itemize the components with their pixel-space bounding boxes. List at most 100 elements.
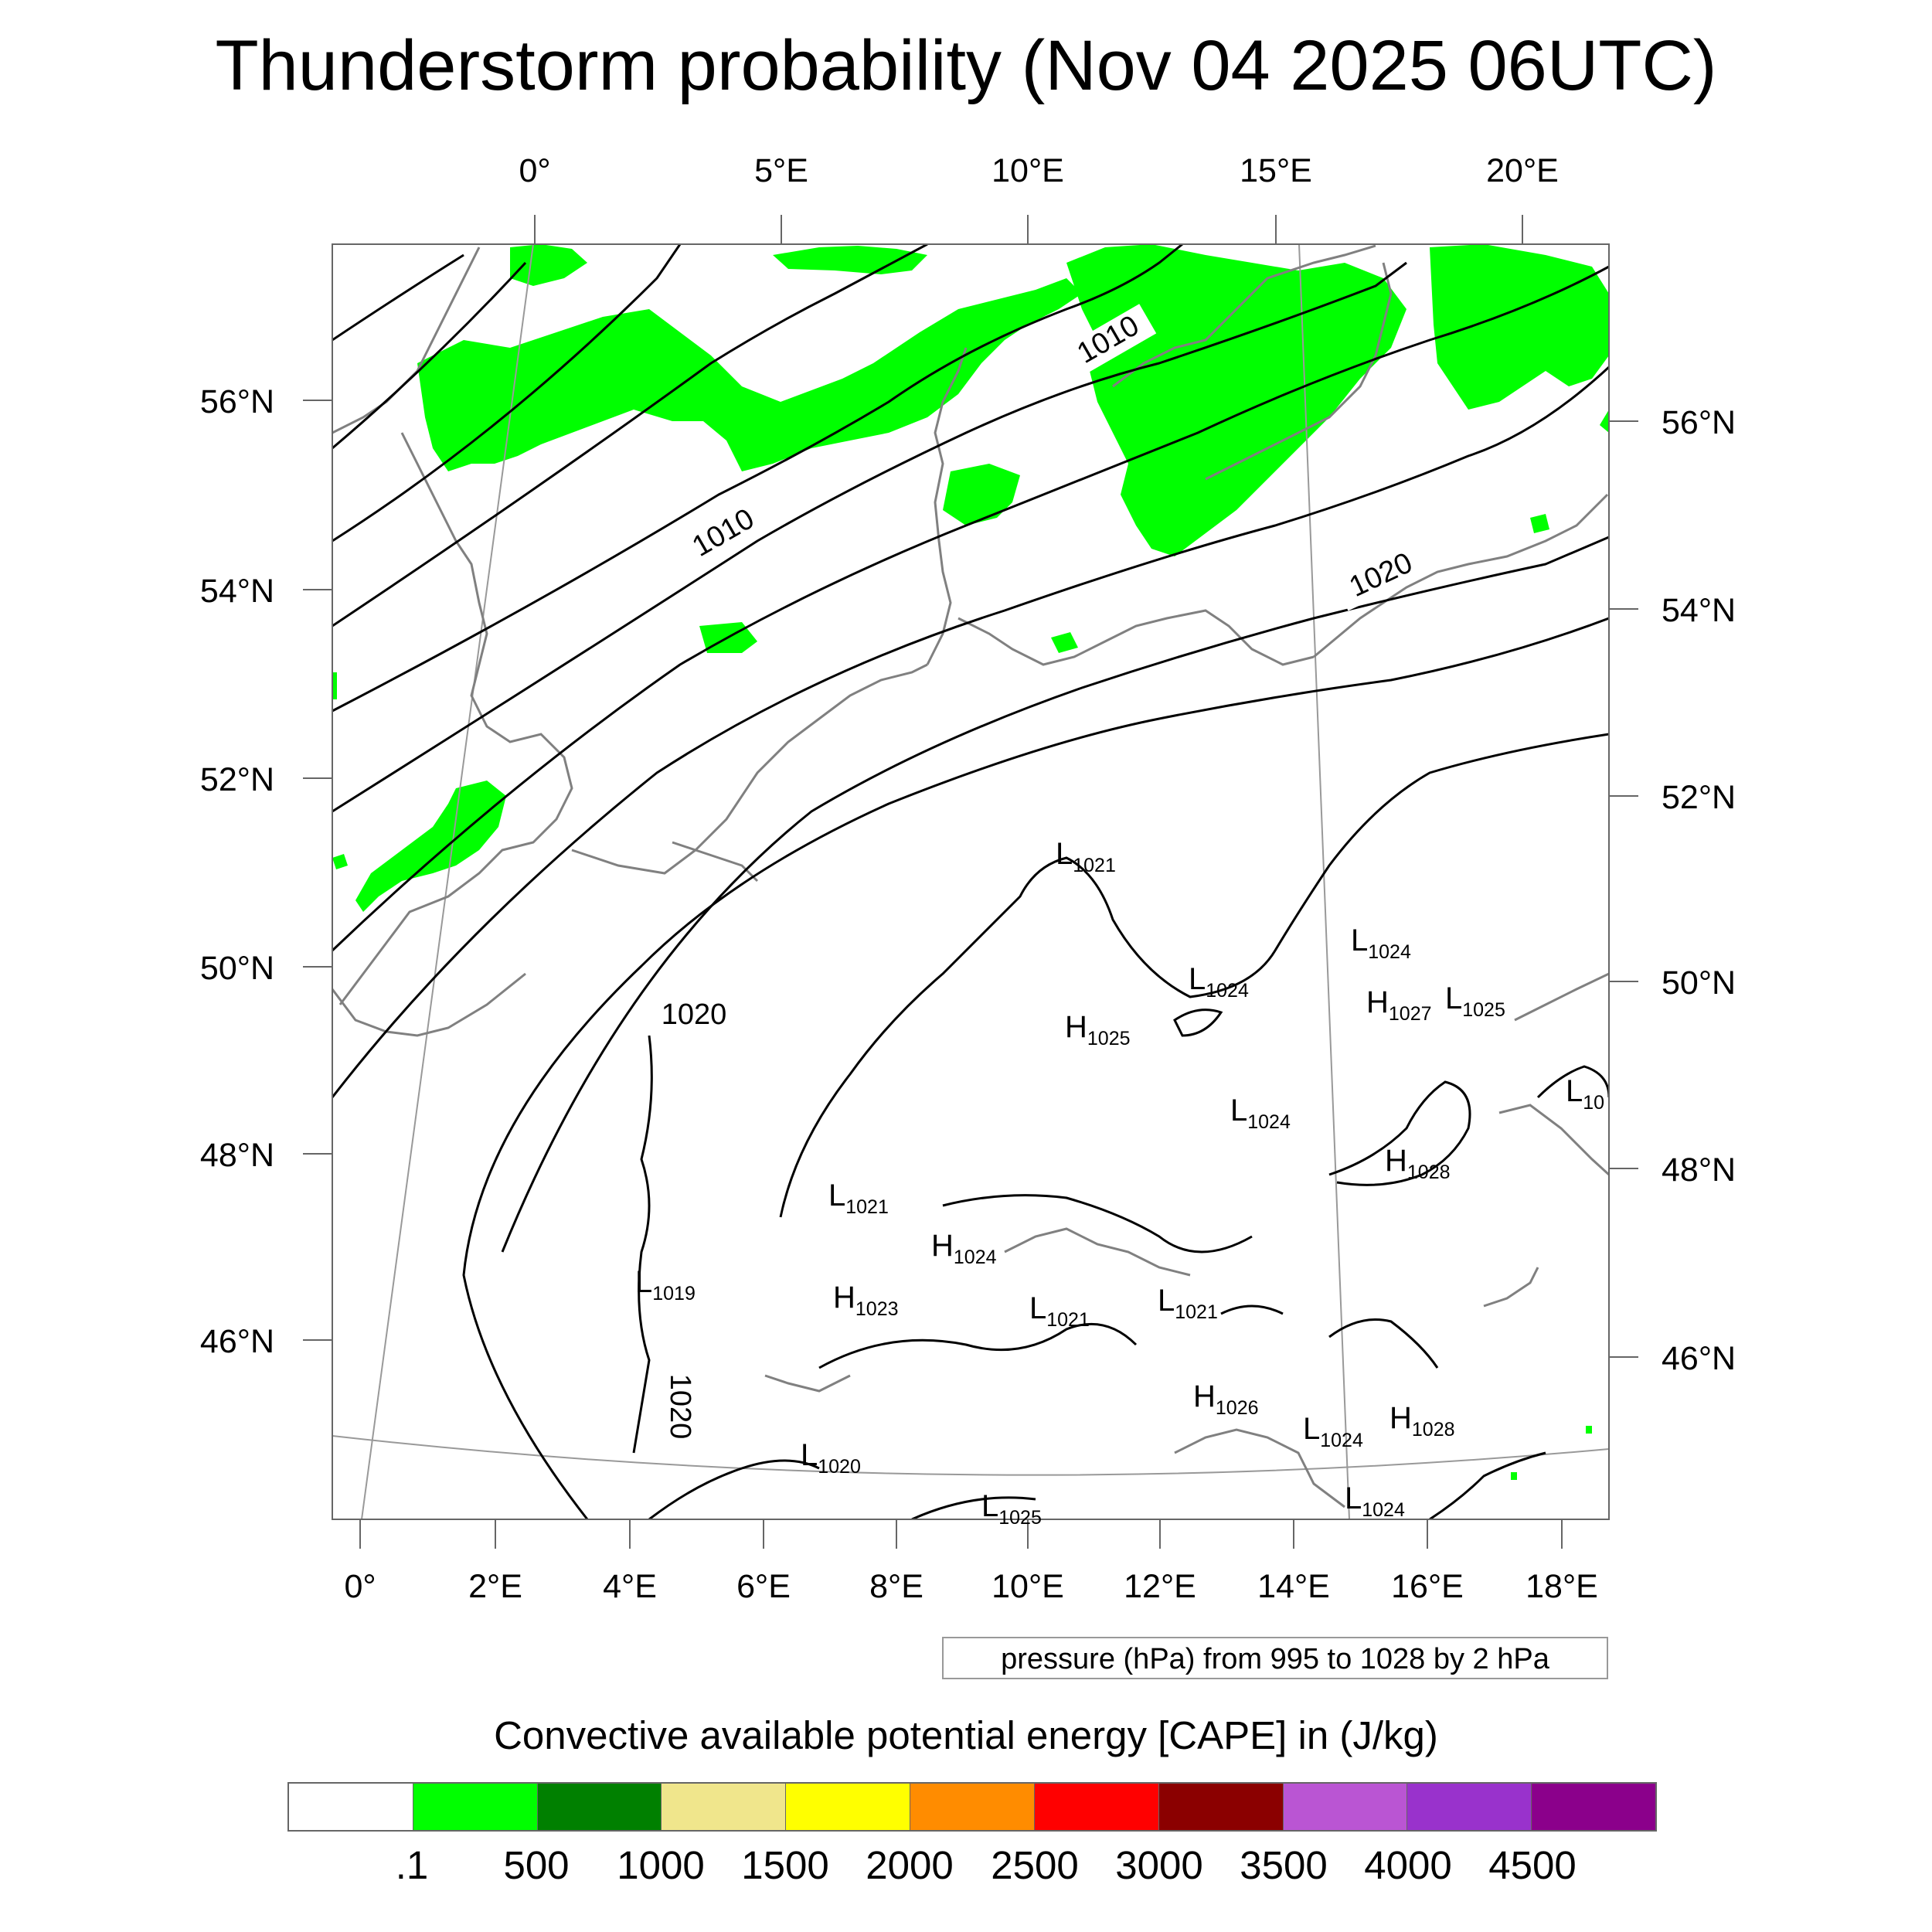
pressure-center-label: L1024: [1189, 962, 1249, 1002]
cape-area-baltic-east: [1430, 244, 1609, 410]
bottom-lon-label: 0°: [344, 1568, 376, 1605]
colorbar-swatch: [662, 1784, 787, 1830]
cape-area-wales: [332, 854, 348, 869]
pressure-center-label: H1027: [1366, 985, 1432, 1025]
cape-area-balkan-dot: [1511, 1472, 1517, 1480]
pressure-center-label: L1021: [1029, 1291, 1090, 1331]
cape-area-north-sea: [417, 278, 1082, 471]
cape-area-skagerrak: [773, 246, 927, 274]
top-lon-labels: 0° 5°E 10°E 15°E 20°E: [519, 152, 1558, 189]
pressure-center-label: H1028: [1385, 1144, 1451, 1183]
left-lat-label: 56°N: [200, 383, 274, 420]
cape-area-denmark: [943, 464, 1020, 526]
axis-ticks: [303, 215, 1638, 1549]
pressure-center-label: L10: [1566, 1074, 1604, 1114]
top-lon-label: 0°: [519, 152, 550, 189]
colorbar-tick-label: 2500: [991, 1843, 1079, 1887]
bottom-lon-label: 4°E: [603, 1568, 657, 1605]
right-lat-label: 48°N: [1662, 1151, 1736, 1189]
colorbar-swatch: [1407, 1784, 1532, 1830]
cape-area-sweden-baltic: [1066, 244, 1406, 556]
pressure-center-label: L1024: [1230, 1094, 1291, 1133]
colorbar-tick-label: 4500: [1488, 1843, 1577, 1887]
left-lat-labels: 56°N 54°N 52°N 50°N 48°N 46°N: [200, 383, 274, 1360]
cape-area-denmark-islet: [1051, 632, 1078, 653]
colorbar-tick-label: 4000: [1364, 1843, 1452, 1887]
bottom-lon-labels: 0° 2°E 4°E 6°E 8°E 10°E 12°E 14°E 16°E 1…: [344, 1568, 1597, 1605]
pressure-center-label: L1025: [981, 1489, 1042, 1529]
colorbar-tick-label: 500: [503, 1843, 570, 1887]
left-lat-label: 50°N: [200, 950, 274, 987]
pressure-center-label: L1020: [801, 1438, 861, 1478]
pressure-center-label: L1021: [1158, 1284, 1218, 1323]
cape-area-adriatic-dot: [1586, 1426, 1592, 1434]
pressure-center-label: L1024: [1345, 1481, 1405, 1521]
bottom-lon-label: 6°E: [736, 1568, 791, 1605]
pressure-center-label: H1026: [1193, 1379, 1259, 1419]
pressure-center-label: H1023: [833, 1281, 899, 1320]
pressure-centers: L1021 L1024 L1024 H1027 L1025 H1025 L102…: [635, 837, 1604, 1529]
colorbar-tick-label: 3000: [1115, 1843, 1203, 1887]
top-lon-label: 20°E: [1486, 152, 1559, 189]
cape-area-lithuania: [1600, 410, 1609, 433]
cape-area-west-edge: [332, 672, 337, 699]
pressure-center-label: H1025: [1065, 1010, 1131, 1049]
bottom-lon-label: 16°E: [1391, 1568, 1464, 1605]
contour-info-box: pressure (hPa) from 995 to 1028 by 2 hPa: [942, 1637, 1608, 1679]
bottom-lon-label: 2°E: [468, 1568, 522, 1605]
left-lat-label: 48°N: [200, 1137, 274, 1174]
colorbar-swatch: [1283, 1784, 1408, 1830]
colorbar-title: Convective available potential energy [C…: [494, 1713, 1438, 1757]
cape-area-uk-north: [510, 244, 587, 286]
right-lat-labels: 56°N 54°N 52°N 50°N 48°N 46°N: [1662, 404, 1736, 1377]
right-lat-label: 46°N: [1662, 1340, 1736, 1377]
colorbar-swatch: [537, 1784, 662, 1830]
isobar-label: 1020: [662, 998, 727, 1031]
colorbar-swatch: [910, 1784, 1035, 1830]
top-lon-label: 10°E: [992, 152, 1064, 189]
colorbar-tick-label: 1000: [617, 1843, 705, 1887]
map-frame: [332, 243, 1610, 1520]
colorbar-swatch: [1532, 1784, 1655, 1830]
chart-title: Thunderstorm probability (Nov 04 2025 06…: [215, 26, 1717, 105]
isobar-label: 1020: [664, 1374, 696, 1440]
pressure-center-label: H1028: [1389, 1401, 1455, 1440]
colorbar-swatch: [1034, 1784, 1159, 1830]
left-lat-label: 54°N: [200, 573, 274, 610]
colorbar-tick-label: 1500: [741, 1843, 829, 1887]
bottom-lon-label: 8°E: [869, 1568, 923, 1605]
bottom-lon-label: 18°E: [1526, 1568, 1598, 1605]
isobars: [332, 244, 1609, 1519]
cape-area-baltic-small: [1530, 514, 1549, 533]
right-lat-label: 50°N: [1662, 964, 1736, 1002]
right-lat-label: 54°N: [1662, 592, 1736, 629]
bottom-lon-label: 10°E: [992, 1568, 1064, 1605]
bottom-lon-label: 14°E: [1257, 1568, 1330, 1605]
colorbar-tick-label: 3500: [1240, 1843, 1328, 1887]
colorbar: [287, 1782, 1657, 1832]
cape-area-east-england: [355, 781, 506, 912]
left-lat-label: 52°N: [200, 761, 274, 798]
right-lat-label: 56°N: [1662, 404, 1736, 441]
colorbar-swatch: [786, 1784, 911, 1830]
pressure-center-label: H1024: [931, 1229, 997, 1268]
isobar-labels: 1010 1010 1020 1020 1020: [649, 304, 1430, 1451]
colorbar-tick-label: 2000: [866, 1843, 954, 1887]
pressure-center-label: L1025: [1445, 981, 1505, 1021]
top-lon-label: 15°E: [1240, 152, 1312, 189]
left-lat-label: 46°N: [200, 1323, 274, 1360]
coastlines: [332, 244, 1609, 1509]
pressure-center-label: L1019: [635, 1265, 696, 1304]
graticule: [332, 244, 1609, 1519]
colorbar-tick-label: .1: [395, 1843, 429, 1887]
pressure-center-label: L1024: [1303, 1412, 1363, 1451]
map-area[interactable]: [332, 244, 1609, 1519]
colorbar-swatch: [1158, 1784, 1284, 1830]
pressure-center-label: L1021: [1056, 837, 1116, 876]
top-lon-label: 5°E: [754, 152, 808, 189]
pressure-center-label: L1024: [1351, 923, 1411, 963]
colorbar-swatch: [289, 1784, 413, 1830]
pressure-center-label: L1021: [828, 1179, 889, 1218]
bottom-lon-label: 12°E: [1124, 1568, 1196, 1605]
